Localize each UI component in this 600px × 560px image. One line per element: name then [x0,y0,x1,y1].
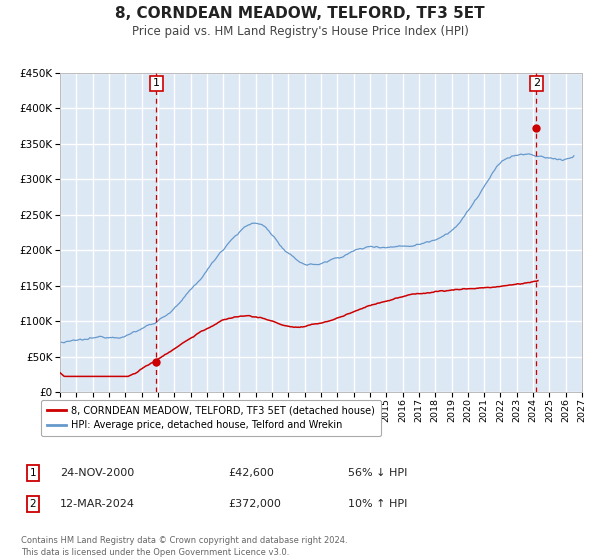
Text: 1: 1 [153,78,160,88]
Text: 2: 2 [533,78,540,88]
Text: 1: 1 [29,468,37,478]
Text: 56% ↓ HPI: 56% ↓ HPI [348,468,407,478]
Text: Contains HM Land Registry data © Crown copyright and database right 2024.
This d: Contains HM Land Registry data © Crown c… [21,536,347,557]
Text: £372,000: £372,000 [228,499,281,509]
Text: 12-MAR-2024: 12-MAR-2024 [60,499,135,509]
Text: £42,600: £42,600 [228,468,274,478]
Text: 24-NOV-2000: 24-NOV-2000 [60,468,134,478]
Text: 8, CORNDEAN MEADOW, TELFORD, TF3 5ET: 8, CORNDEAN MEADOW, TELFORD, TF3 5ET [115,6,485,21]
Text: 2: 2 [29,499,37,509]
Legend: 8, CORNDEAN MEADOW, TELFORD, TF3 5ET (detached house), HPI: Average price, detac: 8, CORNDEAN MEADOW, TELFORD, TF3 5ET (de… [41,400,381,436]
Text: 10% ↑ HPI: 10% ↑ HPI [348,499,407,509]
Text: Price paid vs. HM Land Registry's House Price Index (HPI): Price paid vs. HM Land Registry's House … [131,25,469,38]
